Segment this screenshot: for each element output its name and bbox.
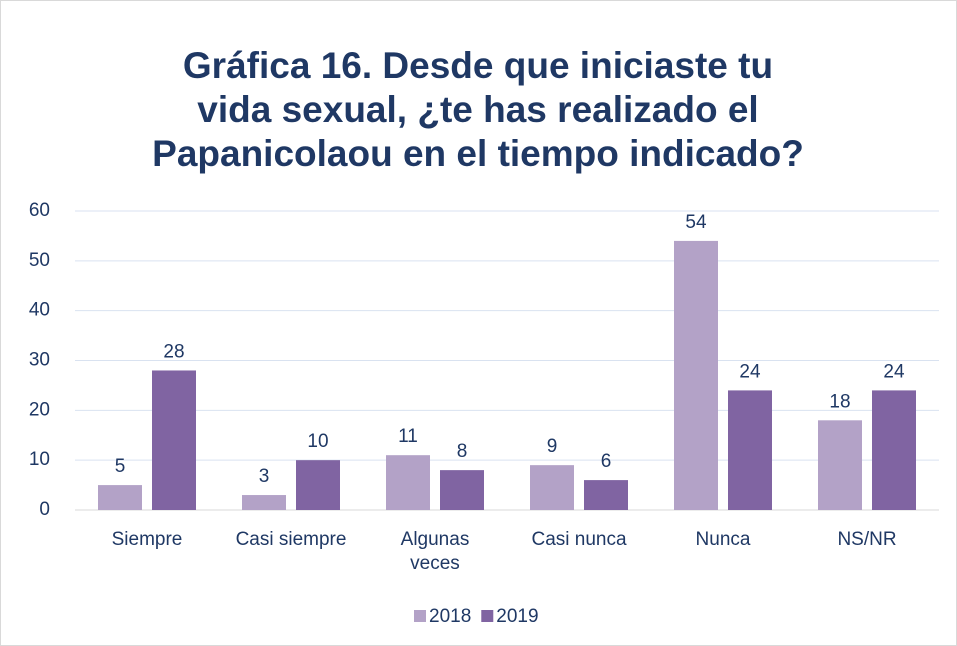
legend-label: 2018 (429, 606, 471, 627)
bar (296, 460, 340, 510)
x-tick-label: Casi siempre (236, 529, 347, 550)
legend-label: 2019 (496, 606, 538, 627)
data-label: 24 (883, 361, 905, 382)
bar (728, 390, 772, 510)
data-label: 28 (163, 341, 184, 362)
data-label: 10 (307, 431, 328, 452)
data-label: 3 (259, 466, 270, 487)
x-tick-label: Siempre (112, 529, 183, 550)
data-label: 24 (739, 361, 761, 382)
y-tick-label: 60 (29, 200, 50, 221)
y-tick-label: 50 (29, 250, 50, 271)
bar (386, 455, 430, 510)
data-label: 9 (547, 436, 558, 457)
y-tick-label: 20 (29, 399, 50, 420)
x-tick-label: Nunca (696, 529, 751, 550)
bar (818, 420, 862, 510)
bar (242, 495, 286, 510)
bar (584, 480, 628, 510)
data-label: 18 (829, 391, 850, 412)
data-label: 11 (398, 426, 418, 447)
bar (674, 240, 718, 510)
data-label: 5 (115, 456, 126, 477)
bar (98, 485, 142, 510)
x-tick-label: Casi nunca (531, 529, 626, 550)
data-label: 54 (685, 212, 707, 233)
y-tick-label: 0 (39, 499, 50, 520)
y-tick-label: 10 (29, 449, 50, 470)
x-tick-label: NS/NR (837, 529, 896, 550)
data-label: 6 (601, 451, 612, 472)
legend-swatch (414, 610, 426, 622)
x-tick-label: Algunas veces (401, 529, 470, 574)
bar (440, 470, 484, 510)
data-label: 8 (457, 441, 468, 462)
y-tick-label: 30 (29, 350, 50, 371)
chart-title: Gráfica 16. Desde que iniciaste tu vida s… (152, 45, 804, 174)
bar (530, 465, 574, 510)
legend-swatch (481, 610, 494, 622)
bar (152, 370, 196, 510)
bar (872, 390, 916, 510)
y-tick-label: 40 (29, 300, 50, 321)
